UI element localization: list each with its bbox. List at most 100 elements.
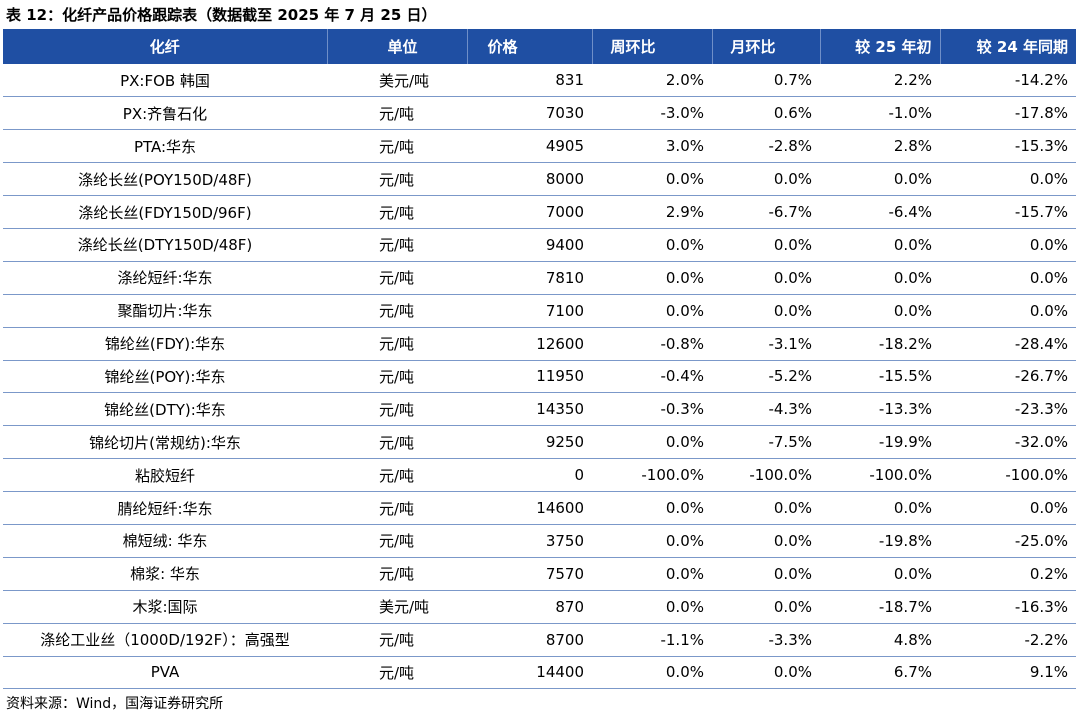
- cell-price: 14400: [467, 656, 592, 690]
- cell-price: 7570: [467, 557, 592, 591]
- cell-name: PX:FOB 韩国: [3, 64, 327, 98]
- cell-mom: 0.0%: [712, 590, 820, 624]
- table-row: PVA 元/吨 14400 0.0% 0.0% 6.7% 9.1%: [3, 656, 1076, 690]
- cell-price: 8700: [467, 623, 592, 657]
- cell-unit: 美元/吨: [327, 590, 467, 624]
- cell-vs-start-25: -19.9%: [820, 425, 940, 460]
- cell-vs-start-25: 2.2%: [820, 64, 940, 98]
- cell-unit: 元/吨: [327, 656, 467, 690]
- cell-mom: -2.8%: [712, 129, 820, 164]
- cell-price: 9400: [467, 228, 592, 262]
- cell-vs-start-25: 2.8%: [820, 129, 940, 164]
- cell-yoy-24: -26.7%: [940, 360, 1076, 394]
- cell-name: 粘胶短纤: [3, 458, 327, 493]
- cell-wow: 3.0%: [592, 129, 712, 164]
- cell-wow: 0.0%: [592, 557, 712, 591]
- cell-unit: 元/吨: [327, 228, 467, 262]
- cell-yoy-24: -14.2%: [940, 64, 1076, 98]
- cell-name: PTA:华东: [3, 129, 327, 164]
- cell-wow: 0.0%: [592, 228, 712, 262]
- cell-mom: -5.2%: [712, 360, 820, 394]
- cell-mom: -7.5%: [712, 425, 820, 460]
- cell-wow: -1.1%: [592, 623, 712, 657]
- cell-wow: -100.0%: [592, 458, 712, 493]
- cell-unit: 元/吨: [327, 162, 467, 197]
- cell-unit: 元/吨: [327, 360, 467, 394]
- cell-name: 锦纶丝(FDY):华东: [3, 327, 327, 361]
- cell-vs-start-25: -19.8%: [820, 524, 940, 558]
- cell-unit: 元/吨: [327, 425, 467, 460]
- cell-name: 锦纶丝(POY):华东: [3, 360, 327, 394]
- table-header: 化纤 单位 价格 周环比 月环比 较 25 年初 较 24 年同期: [3, 29, 1076, 64]
- cell-mom: 0.0%: [712, 261, 820, 295]
- cell-mom: 0.0%: [712, 524, 820, 558]
- header-name: 化纤: [3, 29, 328, 64]
- cell-price: 14600: [467, 491, 592, 525]
- cell-yoy-24: -32.0%: [940, 425, 1076, 460]
- cell-yoy-24: -25.0%: [940, 524, 1076, 558]
- cell-price: 831: [467, 64, 592, 98]
- header-yoy-24: 较 24 年同期: [976, 38, 1068, 56]
- cell-vs-start-25: 0.0%: [820, 491, 940, 525]
- table-row: 锦纶丝(DTY):华东 元/吨 14350 -0.3% -4.3% -13.3% -23.3…: [3, 392, 1076, 427]
- table-row: 棉短绒: 华东 元/吨 3750 0.0% 0.0% -19.8% -25.0%: [3, 524, 1076, 558]
- cell-name: PX:齐鲁石化: [3, 96, 327, 131]
- header-row: 化纤 单位 价格 周环比 月环比 较 25 年初 较 24 年同期: [3, 29, 1076, 64]
- price-table-container: 化纤 单位 价格 周环比 月环比 较 25 年初 较 24 年同期 PX:FOB…: [3, 29, 1076, 690]
- table-row: 棉浆: 华东 元/吨 7570 0.0% 0.0% 0.0% 0.2%: [3, 557, 1076, 591]
- table-row: PX:FOB 韩国 美元/吨 831 2.0% 0.7% 2.2% -14.2%: [3, 64, 1076, 98]
- table-row: 粘胶短纤 元/吨 0 -100.0% -100.0% -100.0% -100.0%: [3, 458, 1076, 493]
- cell-price: 14350: [467, 392, 592, 427]
- table-row: 锦纶丝(POY):华东 元/吨 11950 -0.4% -5.2% -15.5% -26.7…: [3, 360, 1076, 394]
- cell-wow: 0.0%: [592, 261, 712, 295]
- cell-unit: 元/吨: [327, 491, 467, 525]
- table-row: 木浆:国际 美元/吨 870 0.0% 0.0% -18.7% -16.3%: [3, 590, 1076, 624]
- cell-name: 腈纶短纤:华东: [3, 491, 327, 525]
- cell-price: 0: [467, 458, 592, 493]
- cell-vs-start-25: -100.0%: [820, 458, 940, 493]
- cell-wow: -0.8%: [592, 327, 712, 361]
- cell-yoy-24: 9.1%: [940, 656, 1076, 690]
- cell-wow: 0.0%: [592, 425, 712, 460]
- table-title: 表 12：化纤产品价格跟踪表（数据截至 2025 年 7 月 25 日）: [6, 6, 437, 24]
- cell-price: 11950: [467, 360, 592, 394]
- cell-mom: 0.0%: [712, 294, 820, 328]
- cell-unit: 元/吨: [327, 623, 467, 657]
- cell-name: 涤纶长丝(FDY150D/96F): [3, 195, 327, 229]
- table-row: 锦纶丝(FDY):华东 元/吨 12600 -0.8% -3.1% -18.2% -28.4…: [3, 327, 1076, 361]
- price-table: 化纤 单位 价格 周环比 月环比 较 25 年初 较 24 年同期 PX:FOB…: [3, 29, 1076, 690]
- cell-unit: 元/吨: [327, 458, 467, 493]
- cell-yoy-24: 0.0%: [940, 162, 1076, 197]
- cell-vs-start-25: 0.0%: [820, 294, 940, 328]
- table-body: PX:FOB 韩国 美元/吨 831 2.0% 0.7% 2.2% -14.2% PX:齐鲁石…: [3, 64, 1076, 690]
- header-wow: 周环比: [592, 29, 713, 64]
- cell-mom: 0.0%: [712, 162, 820, 197]
- table-row: 涤纶长丝(POY150D/48F) 元/吨 8000 0.0% 0.0% 0.0% 0.0%: [3, 162, 1076, 197]
- cell-vs-start-25: -13.3%: [820, 392, 940, 427]
- cell-wow: 0.0%: [592, 162, 712, 197]
- cell-name: PVA: [3, 656, 327, 690]
- cell-mom: 0.0%: [712, 656, 820, 690]
- cell-wow: 0.0%: [592, 294, 712, 328]
- header-unit: 单位: [327, 29, 468, 64]
- cell-yoy-24: 0.0%: [940, 261, 1076, 295]
- cell-price: 7030: [467, 96, 592, 131]
- cell-unit: 元/吨: [327, 557, 467, 591]
- table-row: PX:齐鲁石化 元/吨 7030 -3.0% 0.6% -1.0% -17.8%: [3, 96, 1076, 131]
- cell-vs-start-25: 0.0%: [820, 162, 940, 197]
- cell-vs-start-25: -18.7%: [820, 590, 940, 624]
- cell-wow: 0.0%: [592, 590, 712, 624]
- cell-name: 涤纶长丝(DTY150D/48F): [3, 228, 327, 262]
- cell-yoy-24: -15.3%: [940, 129, 1076, 164]
- source-note: 资料来源：Wind，国海证券研究所: [6, 696, 224, 712]
- cell-price: 7810: [467, 261, 592, 295]
- cell-yoy-24: 0.2%: [940, 557, 1076, 591]
- table-row: 涤纶工业丝（1000D/192F）：高强型 元/吨 8700 -1.1% -3.3% 4.…: [3, 623, 1076, 657]
- cell-unit: 元/吨: [327, 96, 467, 131]
- table-row: 涤纶长丝(FDY150D/96F) 元/吨 7000 2.9% -6.7% -6.4% -1…: [3, 195, 1076, 229]
- cell-price: 8000: [467, 162, 592, 197]
- cell-name: 棉短绒: 华东: [3, 524, 327, 558]
- cell-yoy-24: 0.0%: [940, 228, 1076, 262]
- cell-yoy-24: -16.3%: [940, 590, 1076, 624]
- cell-vs-start-25: -6.4%: [820, 195, 940, 229]
